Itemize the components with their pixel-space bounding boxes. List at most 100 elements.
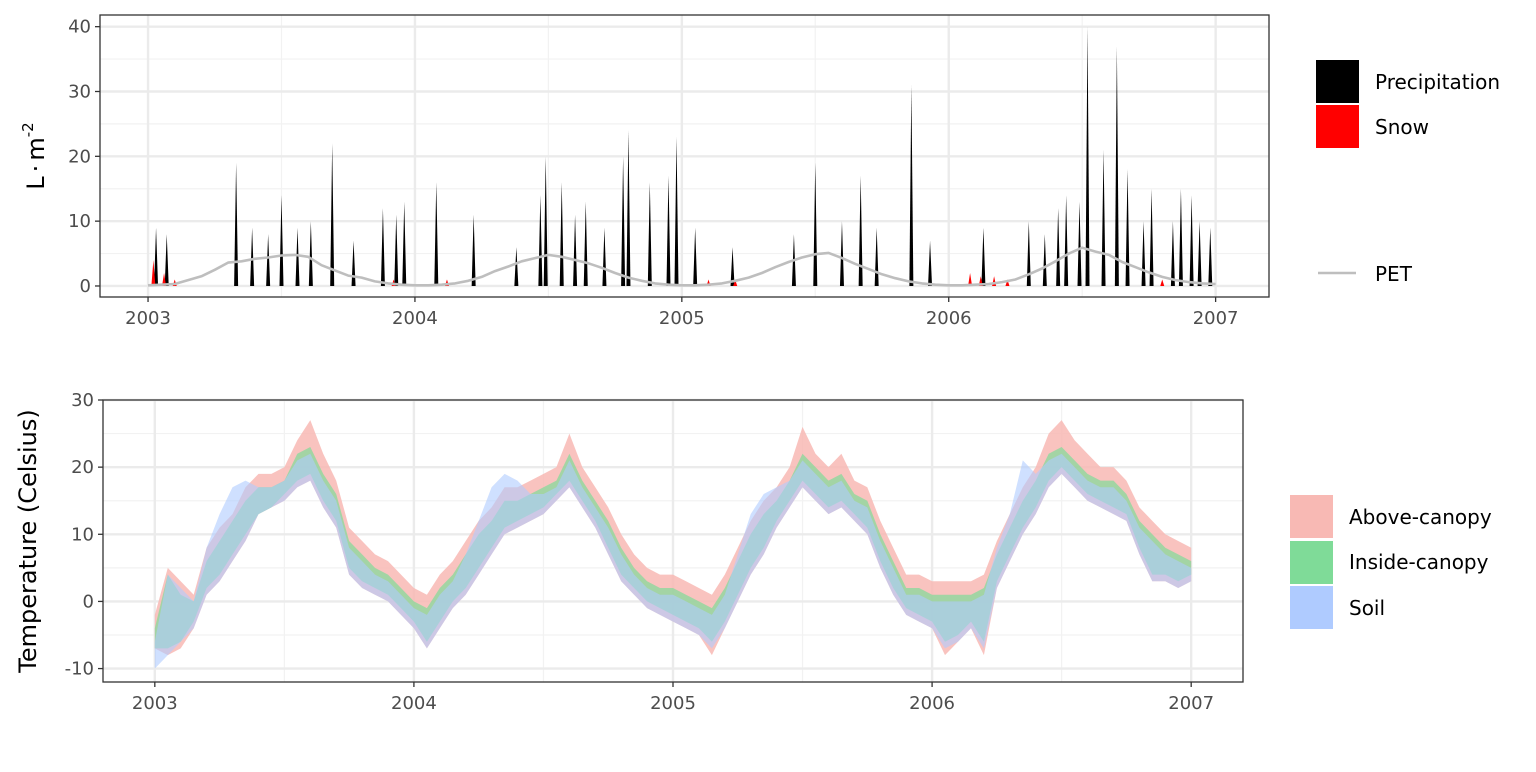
temperature-chart: 2003 2004 2005 2006 2007 -10 0 10 20 30 Temperatu…	[14, 390, 1492, 714]
precip-series-precipitation-spike	[234, 162, 239, 286]
precip-series-precipitation-spike	[693, 227, 698, 286]
temperature-x-tick-label: 2005	[650, 693, 696, 714]
precip-series-precipitation-spike	[279, 195, 284, 286]
precip-series-precipitation-spike	[626, 130, 631, 286]
precip-x-tick-label: 2007	[1193, 308, 1239, 329]
precip-series-precipitation-spike	[928, 240, 933, 286]
legend-label-inside-canopy: Inside-canopy	[1349, 550, 1489, 574]
precip-series-precipitation-spike	[1125, 169, 1130, 286]
legend-label-above-canopy: Above-canopy	[1349, 505, 1492, 529]
precip-series-precipitation-spike	[154, 227, 159, 286]
precip-series-precipitation-spike	[266, 234, 271, 286]
precip-series-precipitation-spike	[351, 240, 356, 286]
temperature-x-tick-label: 2007	[1168, 693, 1214, 714]
precip-y-tick-label: 0	[80, 276, 91, 297]
temperature-y-tick-label: 0	[83, 591, 94, 612]
precip-series-precipitation-spike	[621, 156, 626, 286]
precip-series-precipitation-spike	[380, 208, 385, 286]
legend-key-soil	[1290, 586, 1333, 629]
precip-series-precipitation-spike	[1208, 227, 1213, 286]
precip-y-tick-label: 10	[68, 211, 91, 232]
temperature-data	[154, 420, 1192, 669]
precip-series-precipitation-spike	[1114, 46, 1119, 286]
precip-series-precipitation-spike	[1056, 208, 1061, 286]
legend-key-precipitation	[1316, 60, 1359, 103]
precip-series-precipitation-spike	[434, 182, 439, 286]
precip-x-tick-label: 2004	[392, 308, 438, 329]
legend-key-snow	[1316, 105, 1359, 148]
precip-y-axis-title-base: L	[22, 176, 50, 190]
precip-series-precipitation-spike	[1197, 221, 1202, 286]
precip-series-precipitation-spike	[583, 201, 588, 286]
precip-y-axis-title-exponent: -2	[19, 122, 37, 137]
precip-series-precipitation-spike	[164, 234, 169, 286]
precip-series-snow-spike	[1160, 279, 1165, 286]
temperature-series-soil-band	[154, 453, 1192, 669]
temperature-y-axis-title: Temperature (Celsius)	[14, 409, 42, 673]
precip-series-precipitation-spike	[514, 247, 519, 286]
precip-series-precipitation-spike	[730, 247, 735, 286]
precip-x-tick-label: 2003	[125, 308, 171, 329]
precip-series-precipitation-spike	[402, 201, 407, 286]
precip-series-precipitation-spike	[330, 143, 335, 286]
precip-series-precipitation-spike	[394, 214, 399, 286]
precip-series-precipitation-spike	[1170, 221, 1175, 286]
precip-chart: 2003 2004 2005 2006 2007 0 10 20 30 40 L · m-2 Prec…	[19, 14, 1500, 329]
precip-x-tick-label: 2006	[926, 308, 972, 329]
precip-legend: Precipitation Snow PET	[1316, 60, 1500, 286]
precip-series-precipitation-spike	[1042, 234, 1047, 286]
legend-label-soil: Soil	[1349, 596, 1385, 620]
precip-series-snow-spike	[968, 273, 973, 286]
precip-series-snow-spike	[1005, 279, 1010, 286]
legend-key-inside-canopy	[1290, 541, 1333, 584]
precip-data	[147, 26, 1216, 287]
precip-series-snow-spike	[733, 279, 738, 286]
precip-series-precipitation-spike	[295, 227, 300, 286]
precip-series-precipitation-spike	[1101, 149, 1106, 286]
temperature-y-tick-label: 10	[71, 524, 94, 545]
precip-series-precipitation-spike	[909, 85, 914, 286]
precip-series-precipitation-spike	[1064, 195, 1069, 286]
precip-series-precipitation-spike	[538, 195, 543, 286]
precip-series-precipitation-spike	[1026, 221, 1031, 286]
legend-key-above-canopy	[1290, 495, 1333, 538]
precip-y-tick-label: 40	[68, 17, 91, 38]
temperature-series-inside-canopy-band	[154, 447, 1192, 649]
precip-series-precipitation-spike	[559, 182, 564, 286]
precip-y-axis-title: L · m-2	[19, 122, 50, 189]
precip-series-precipitation-spike	[981, 227, 986, 286]
precip-series-precipitation-spike	[839, 221, 844, 286]
precip-series-precipitation-spike	[1077, 201, 1082, 286]
precip-x-tick-label: 2005	[659, 308, 705, 329]
temperature-y-tick-label: 20	[71, 457, 94, 478]
precip-series-precipitation-spike	[1149, 188, 1154, 286]
temperature-x-tick-label: 2004	[391, 693, 437, 714]
precip-series-snow-spike	[162, 273, 167, 286]
precip-series-pet-line	[147, 246, 1216, 287]
precip-series-precipitation-spike	[602, 227, 607, 286]
precip-series-precipitation-spike	[1178, 188, 1183, 286]
legend-label-snow: Snow	[1375, 115, 1429, 139]
temperature-x-tick-label: 2006	[909, 693, 955, 714]
precip-series-precipitation-spike	[1085, 26, 1090, 286]
precip-y-axis-title-dot: ·	[22, 165, 50, 173]
precip-axes: 2003 2004 2005 2006 2007 0 10 20 30 40	[68, 17, 1238, 329]
precip-series-precipitation-spike	[666, 175, 671, 286]
precip-y-axis-title-unit: m	[22, 137, 50, 160]
precip-series-precipitation-spike	[858, 175, 863, 286]
temperature-x-tick-label: 2003	[132, 693, 178, 714]
precip-y-tick-label: 20	[68, 146, 91, 167]
precip-series-precipitation-spike	[250, 227, 255, 286]
temperature-y-tick-label: 30	[71, 390, 94, 411]
precip-series-precipitation-spike	[471, 214, 476, 286]
temperature-axes: 2003 2004 2005 2006 2007 -10 0 10 20 30	[65, 390, 1214, 714]
precip-series-precipitation-spike	[647, 182, 652, 286]
precip-series-precipitation-spike	[308, 221, 313, 286]
precip-series-precipitation-spike	[1189, 195, 1194, 286]
temperature-legend: Above-canopy Inside-canopy Soil	[1290, 495, 1492, 629]
precip-series-snow-spike	[151, 260, 156, 286]
legend-label-pet: PET	[1375, 262, 1413, 286]
precip-y-tick-label: 30	[68, 81, 91, 102]
legend-label-precipitation: Precipitation	[1375, 70, 1500, 94]
